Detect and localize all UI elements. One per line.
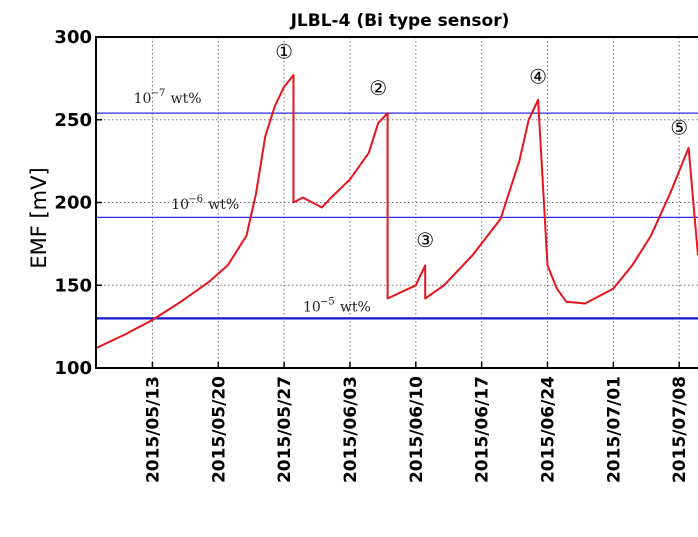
y-tick-label: 300 [54,27,92,48]
series-layer [95,74,698,350]
y-tick-label: 200 [54,193,92,214]
x-tick-label: 2015/06/24 [539,376,559,483]
x-tick-label: 2015/05/20 [209,376,229,483]
reference-line-label: 10 [303,300,321,316]
y-tick-label: 250 [54,110,92,131]
peak-annotation: ③ [416,228,434,252]
reference-line-label: 10 [134,91,152,107]
reference-line-label-unit: wt% [171,91,202,107]
axis-ticks: 100 150 200 250 300 2015/05/13 2015/05/20 2015/… [54,27,690,483]
x-tick-label: 2015/06/03 [341,376,361,483]
emf-series-line [95,74,698,350]
y-axis-label: EMF [mV] [27,167,51,268]
reference-line-label: 10 [171,197,189,213]
reference-line-label-unit: wt% [208,197,239,213]
x-tick-label: 2015/07/01 [604,376,624,483]
reference-line-label-unit: wt% [340,300,371,316]
peak-annotation: ② [369,76,387,100]
y-tick-label: 100 [54,358,92,379]
x-tick-label: 2015/05/13 [143,376,163,483]
x-tick-label: 2015/05/27 [275,376,295,483]
y-tick-label: 150 [54,275,92,296]
reference-line-label-exponent: −7 [151,88,166,99]
reference-line-label-exponent: −6 [188,194,203,205]
peak-annotation: ④ [529,64,547,88]
x-tick-label: 2015/06/10 [407,376,427,483]
x-tick-label: 2015/06/17 [473,376,493,483]
reference-lines: 10 −7 wt%10 −6 wt%10 −5 wt% [96,88,698,320]
reference-line-label-exponent: −5 [320,297,335,308]
chart-title: JLBL-4 (Bi type sensor) [290,11,510,31]
peak-annotation: ⑤ [670,116,688,140]
peak-annotation: ① [275,40,293,64]
annotations: ① ② ③ ④ ⑤ [275,40,688,253]
x-tick-label: 2015/07/08 [670,376,690,483]
